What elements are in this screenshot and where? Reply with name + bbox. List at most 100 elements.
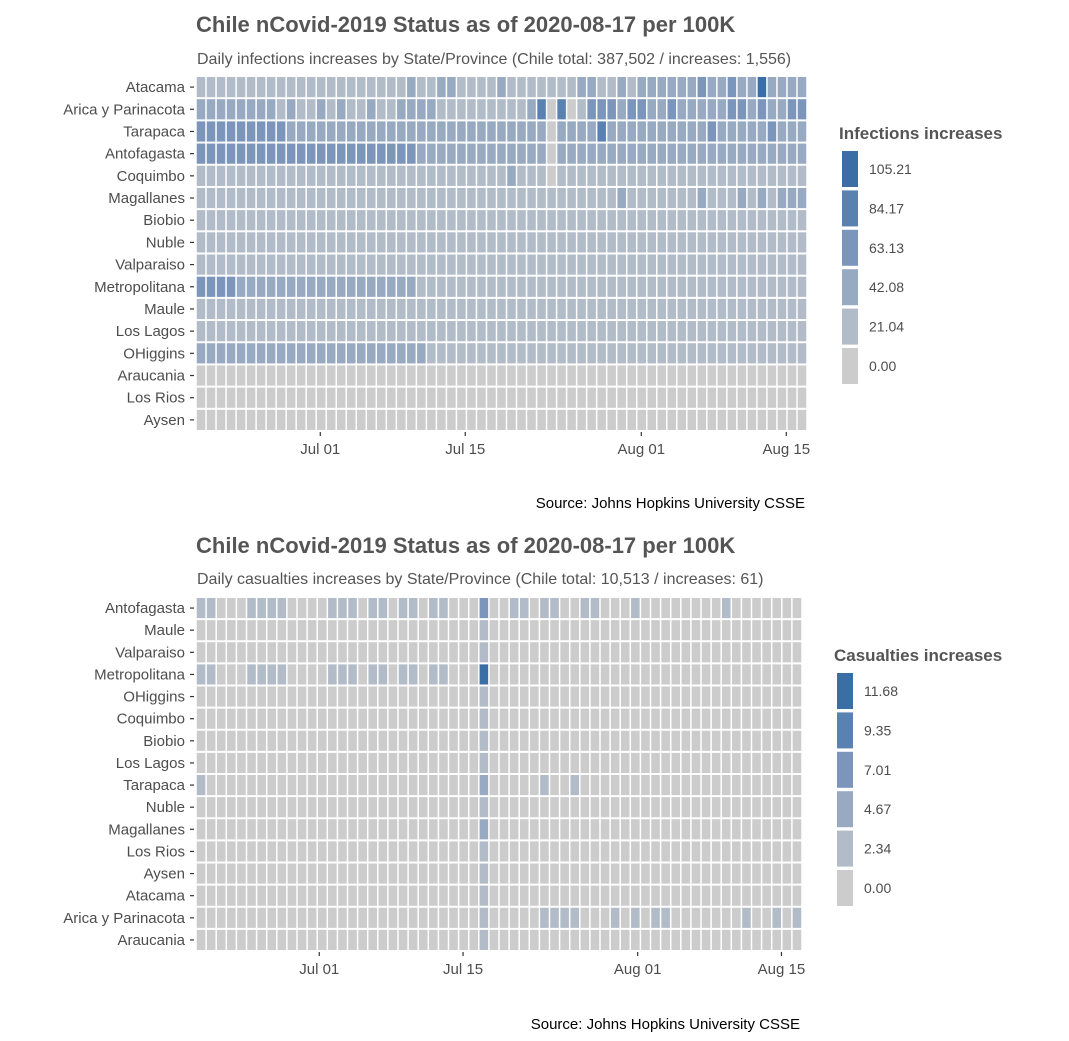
heatmap-cell bbox=[657, 99, 667, 120]
heatmap-cell bbox=[557, 187, 566, 209]
heatmap-cell bbox=[226, 343, 236, 364]
heatmap-cell bbox=[499, 907, 509, 928]
heatmap-cell bbox=[530, 642, 539, 663]
heatmap-cell bbox=[437, 121, 446, 142]
heatmap-cell bbox=[316, 276, 326, 297]
heatmap-cell bbox=[772, 598, 782, 619]
heatmap-cell bbox=[772, 708, 782, 729]
heatmap-cell bbox=[792, 664, 802, 685]
heatmap-cell bbox=[687, 321, 697, 342]
heatmap-cell bbox=[206, 187, 216, 209]
heatmap-cell bbox=[587, 187, 596, 209]
heatmap-cell bbox=[368, 598, 378, 619]
heatmap-cell bbox=[691, 620, 701, 641]
heatmap-cell bbox=[767, 121, 777, 142]
heatmap-cell bbox=[387, 276, 396, 297]
heatmap-cell bbox=[216, 99, 226, 120]
heatmap-cell bbox=[377, 143, 386, 164]
heatmap-cell bbox=[457, 276, 466, 297]
heatmap-cell bbox=[206, 819, 216, 840]
heatmap-cell bbox=[439, 730, 448, 751]
heatmap-cell bbox=[206, 298, 216, 320]
heatmap-cell bbox=[772, 642, 782, 663]
heatmap-cell bbox=[752, 620, 761, 641]
heatmap-cell bbox=[317, 863, 327, 884]
heatmap-cell bbox=[550, 819, 559, 840]
heatmap-cell bbox=[677, 387, 687, 408]
heatmap-cell bbox=[377, 409, 386, 430]
heatmap-cell bbox=[328, 664, 337, 685]
heatmap-cell bbox=[732, 885, 741, 906]
heatmap-cell bbox=[408, 929, 418, 951]
heatmap-cell bbox=[577, 232, 586, 253]
heatmap-cell bbox=[408, 841, 418, 862]
heatmap-cell bbox=[397, 143, 406, 164]
heatmap-cell bbox=[348, 752, 357, 774]
heatmap-cell bbox=[661, 907, 670, 928]
heatmap-cell bbox=[671, 708, 681, 729]
heatmap-cell bbox=[276, 187, 286, 209]
heatmap-cell bbox=[677, 365, 687, 386]
heatmap-cell bbox=[657, 210, 667, 231]
heatmap-cell bbox=[580, 664, 590, 685]
heatmap-cell bbox=[246, 365, 256, 386]
heatmap-cell bbox=[711, 664, 721, 685]
heatmap-cell bbox=[297, 929, 307, 951]
heatmap-cell bbox=[246, 343, 256, 364]
heatmap-cell bbox=[357, 77, 366, 98]
heatmap-cell bbox=[367, 121, 376, 142]
heatmap-cell bbox=[247, 598, 256, 619]
heatmap-cell bbox=[287, 775, 297, 796]
heatmap-cell bbox=[651, 642, 660, 663]
heatmap-cell bbox=[328, 598, 337, 619]
heatmap-cell bbox=[227, 907, 236, 928]
heatmap-cell bbox=[661, 863, 670, 884]
heatmap-cell bbox=[206, 664, 216, 685]
heatmap-cell bbox=[752, 642, 761, 663]
heatmap-cell bbox=[469, 620, 479, 641]
heatmap-cell bbox=[507, 321, 516, 342]
heatmap-cell bbox=[297, 686, 307, 707]
heatmap-cell bbox=[427, 99, 436, 120]
heatmap-cell bbox=[447, 187, 456, 209]
heatmap-cell bbox=[449, 907, 458, 928]
heatmap-cell bbox=[570, 664, 580, 685]
heatmap-cell bbox=[497, 321, 506, 342]
heatmap-cell bbox=[237, 775, 246, 796]
heatmap-cell bbox=[742, 775, 751, 796]
heatmap-cell bbox=[647, 254, 657, 275]
heatmap-cell bbox=[697, 77, 707, 98]
heatmap-cell bbox=[316, 187, 326, 209]
heatmap-cell bbox=[671, 686, 681, 707]
y-tick-label: Biobio bbox=[143, 733, 185, 750]
heatmap-cell bbox=[547, 143, 556, 164]
heatmap-cell bbox=[227, 598, 236, 619]
heatmap-cell bbox=[398, 730, 408, 751]
chart-title: Chile nCovid-2019 Status as of 2020-08-1… bbox=[196, 12, 735, 37]
heatmap-cell bbox=[590, 907, 600, 928]
heatmap-cell bbox=[459, 885, 468, 906]
y-tick-label: Metropolitana bbox=[94, 279, 186, 296]
heatmap-cell bbox=[590, 797, 600, 818]
heatmap-cell bbox=[397, 99, 406, 120]
heatmap-cell bbox=[307, 819, 317, 840]
heatmap-cell bbox=[487, 77, 496, 98]
heatmap-cell bbox=[266, 187, 276, 209]
heatmap-cell bbox=[479, 686, 489, 707]
heatmap-cell bbox=[236, 99, 246, 120]
heatmap-cell bbox=[368, 775, 378, 796]
heatmap-cell bbox=[499, 752, 509, 774]
heatmap-cell bbox=[408, 598, 418, 619]
heatmap-cell bbox=[687, 387, 697, 408]
heatmap-cell bbox=[408, 907, 418, 928]
heatmap-cell bbox=[547, 121, 556, 142]
heatmap-cell bbox=[560, 620, 569, 641]
heatmap-cell bbox=[357, 99, 366, 120]
heatmap-cell bbox=[517, 121, 526, 142]
heatmap-cell bbox=[336, 210, 346, 231]
heatmap-cell bbox=[429, 730, 438, 751]
heatmap-cell bbox=[772, 775, 782, 796]
heatmap-cell bbox=[657, 121, 667, 142]
heatmap-cell bbox=[590, 841, 600, 862]
heatmap-cell bbox=[580, 797, 590, 818]
